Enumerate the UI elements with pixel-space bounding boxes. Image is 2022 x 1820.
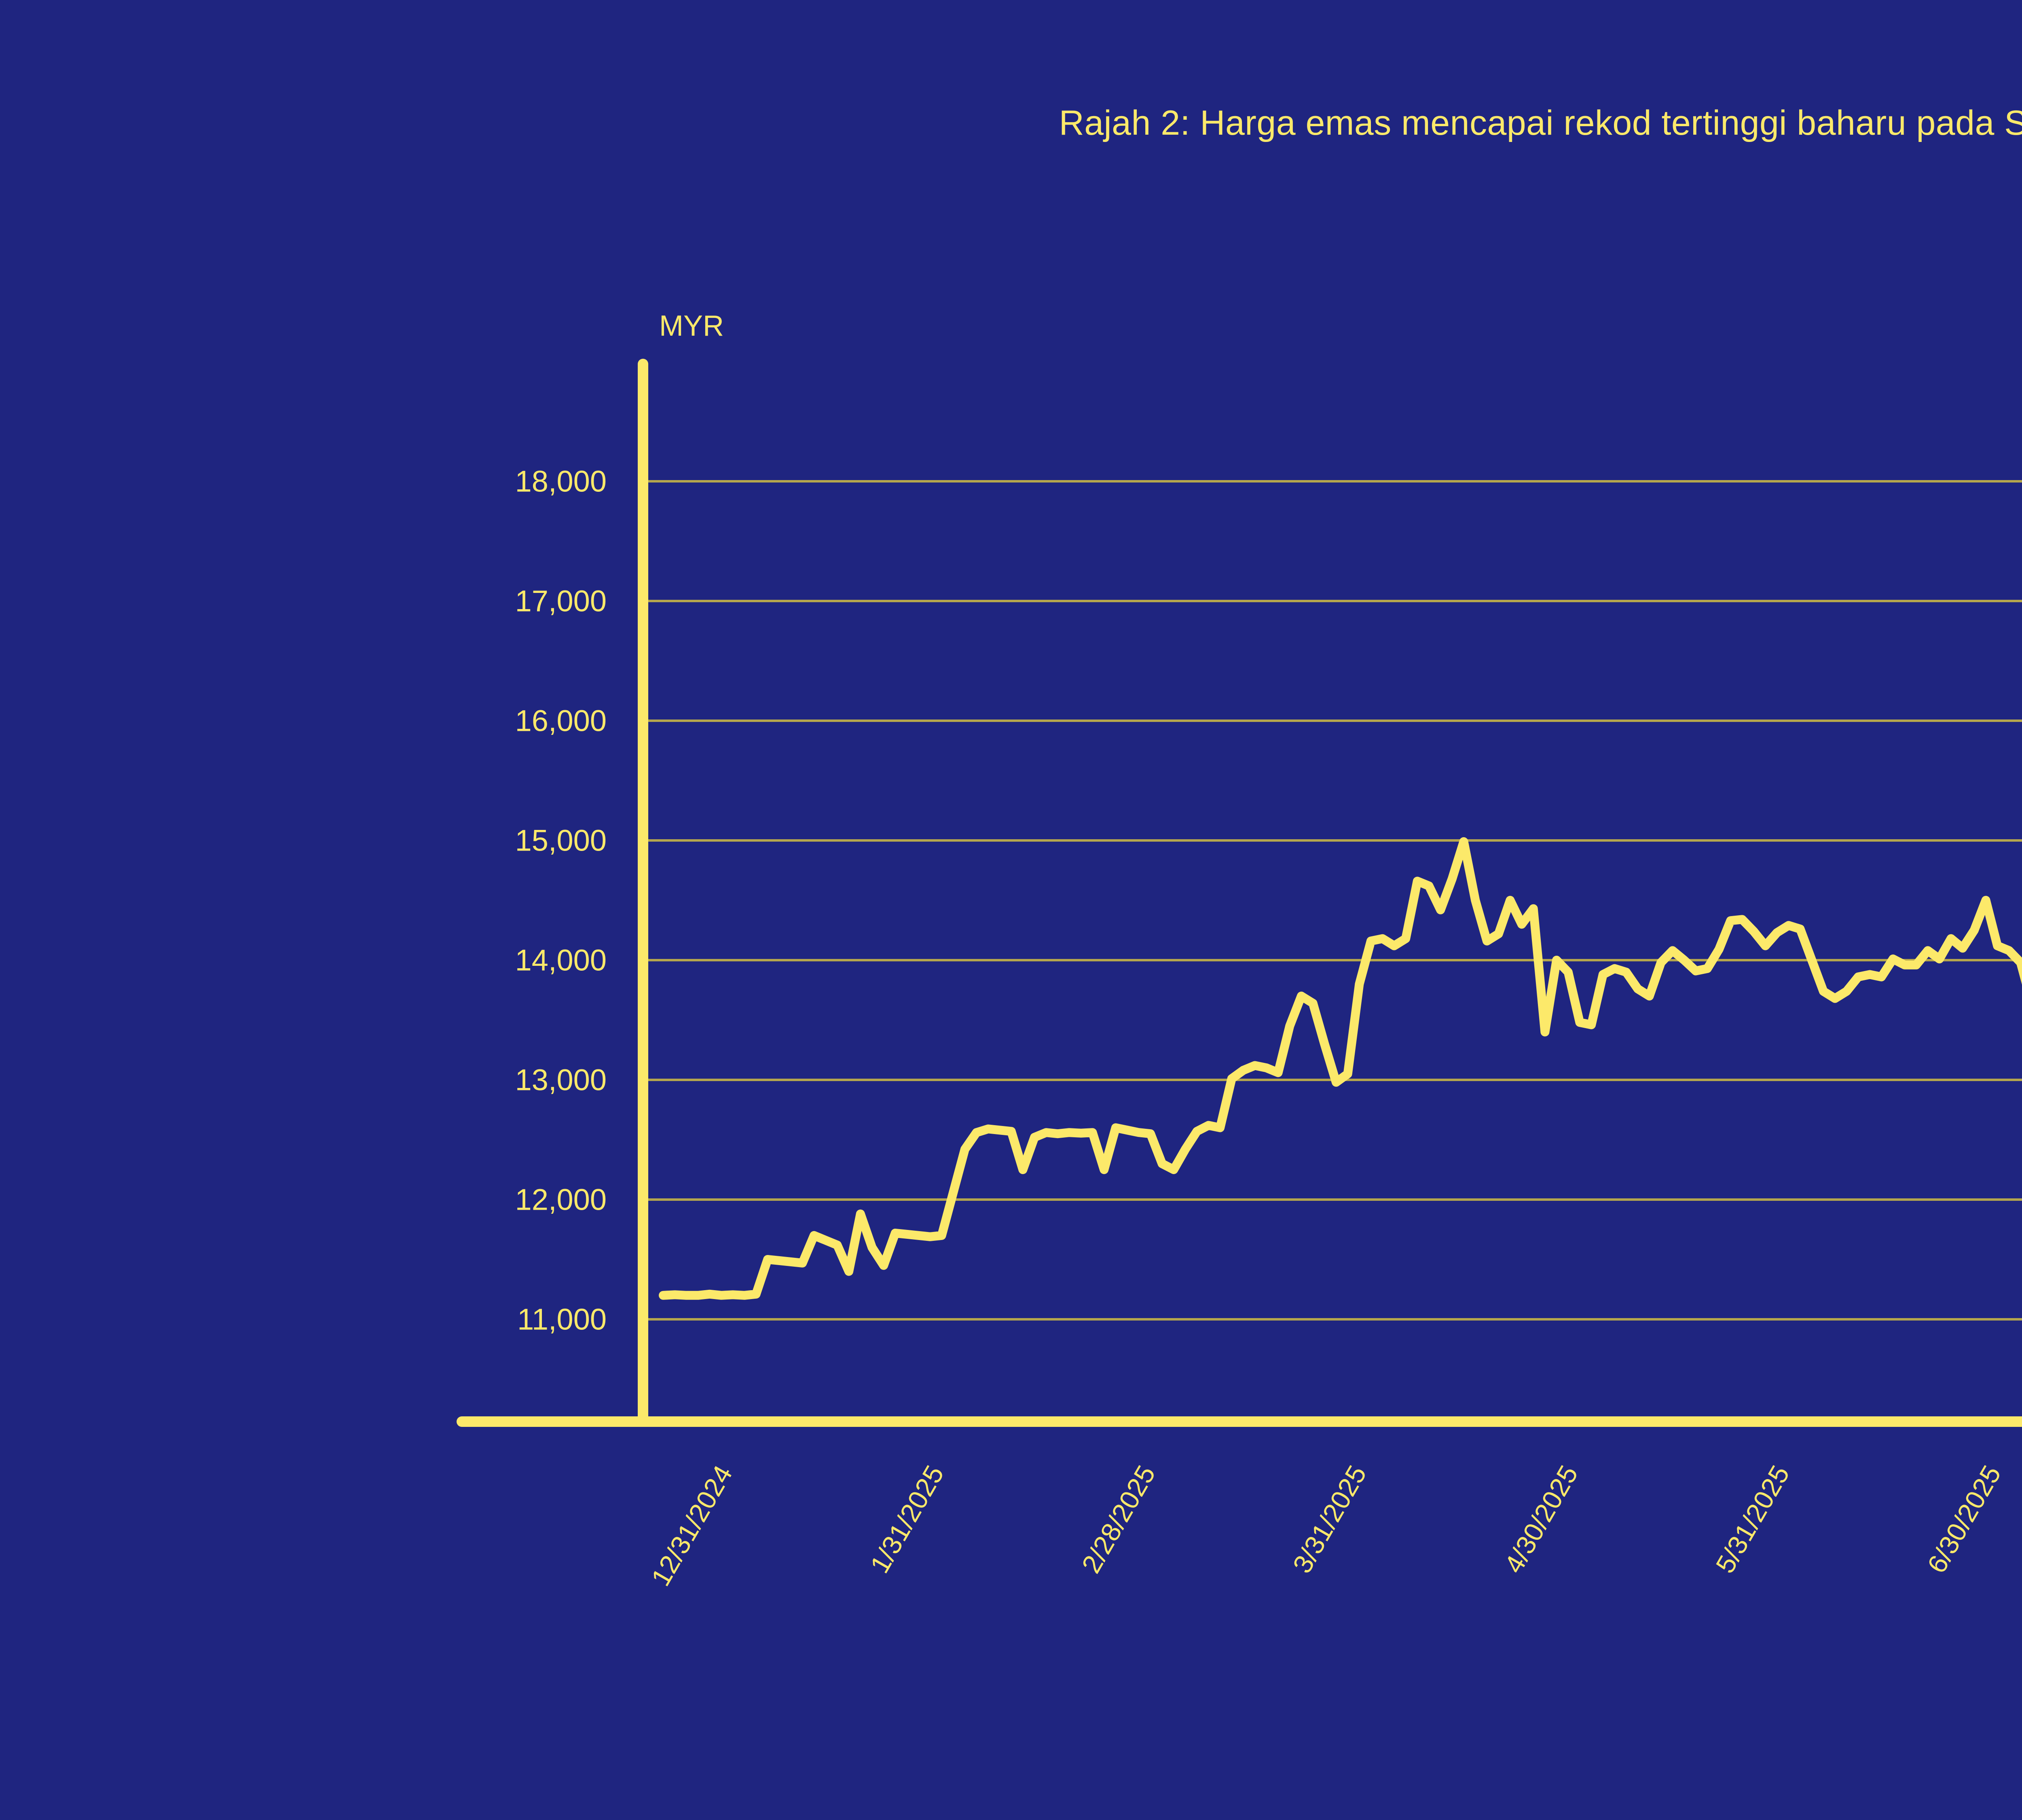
y-axis-tick-label: 18,000 <box>515 464 607 498</box>
chart-title: Rajah 2: Harga emas mencapai rekod terti… <box>1059 104 2022 142</box>
y-axis-tick-label: 14,000 <box>515 943 607 977</box>
data-line-gold-price <box>659 837 2022 1300</box>
y-axis-tick-label: 13,000 <box>515 1063 607 1097</box>
y-axis-tick-label: 16,000 <box>515 704 607 738</box>
y-axis-tick-label: 15,000 <box>515 823 607 857</box>
y-axis-unit-label: MYR <box>659 310 724 342</box>
gridlines <box>643 480 2022 1321</box>
y-axis-tick-label: 12,000 <box>515 1183 607 1217</box>
y-axis-tick-label: 17,000 <box>515 584 607 618</box>
y-axis-tick-label: 11,000 <box>517 1302 607 1336</box>
